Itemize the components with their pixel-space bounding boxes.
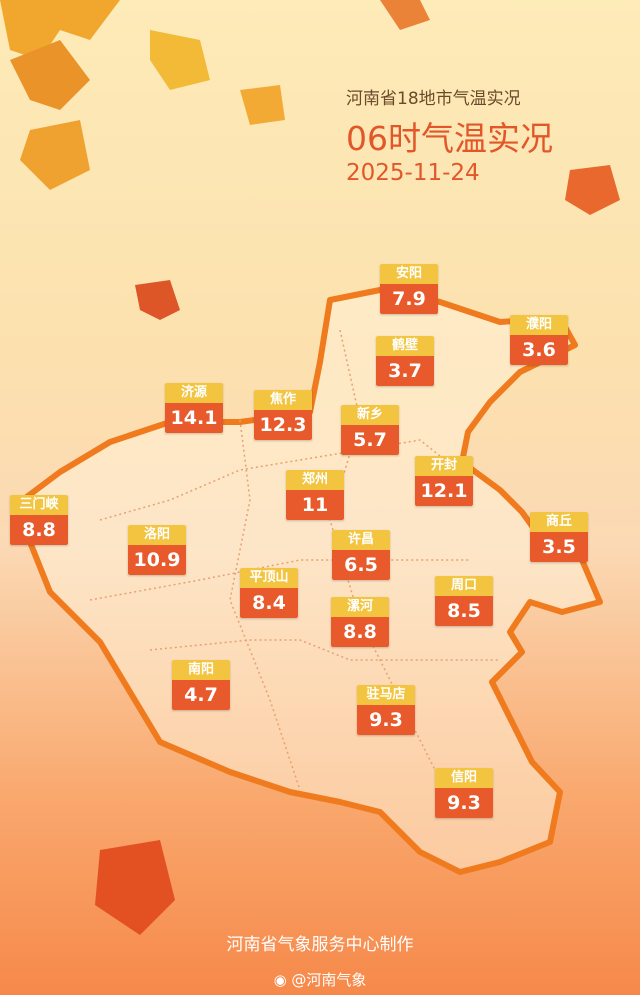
city-temperature: 6.5 <box>332 550 390 580</box>
city-name: 郑州 <box>286 470 344 490</box>
city-label: 商丘 3.5 <box>530 512 588 562</box>
city-temperature: 12.3 <box>254 410 312 440</box>
city-label: 安阳 7.9 <box>380 264 438 314</box>
subtitle: 河南省18地市气温实况 <box>346 89 521 109</box>
city-name: 焦作 <box>254 390 312 410</box>
city-temperature: 8.8 <box>10 515 68 545</box>
city-name: 信阳 <box>435 768 493 788</box>
city-label: 濮阳 3.6 <box>510 315 568 365</box>
city-temperature: 10.9 <box>128 545 186 575</box>
city-temperature: 3.7 <box>376 356 434 386</box>
weibo-icon: ◉ <box>273 971 292 989</box>
city-name: 许昌 <box>332 530 390 550</box>
city-name: 济源 <box>165 383 223 403</box>
city-name: 周口 <box>435 576 493 596</box>
city-temperature: 3.6 <box>510 335 568 365</box>
city-label: 郑州 11 <box>286 470 344 520</box>
city-name: 平顶山 <box>240 568 298 588</box>
city-name: 濮阳 <box>510 315 568 335</box>
city-label: 济源 14.1 <box>165 383 223 433</box>
city-temperature: 9.3 <box>357 705 415 735</box>
city-label: 信阳 9.3 <box>435 768 493 818</box>
city-name: 三门峡 <box>10 495 68 515</box>
city-label: 南阳 4.7 <box>172 660 230 710</box>
henan-province-outline <box>17 287 603 875</box>
city-temperature: 8.5 <box>435 596 493 626</box>
city-temperature: 3.5 <box>530 532 588 562</box>
city-label: 周口 8.5 <box>435 576 493 626</box>
city-name: 漯河 <box>331 597 389 617</box>
city-temperature: 7.9 <box>380 284 438 314</box>
city-label: 焦作 12.3 <box>254 390 312 440</box>
city-temperature: 8.8 <box>331 617 389 647</box>
city-temperature: 12.1 <box>415 476 473 506</box>
city-label: 鹤壁 3.7 <box>376 336 434 386</box>
city-label: 平顶山 8.4 <box>240 568 298 618</box>
city-label: 洛阳 10.9 <box>128 525 186 575</box>
city-label: 开封 12.1 <box>415 456 473 506</box>
city-temperature: 4.7 <box>172 680 230 710</box>
date: 2025-11-24 <box>346 160 480 186</box>
city-name: 安阳 <box>380 264 438 284</box>
city-label: 许昌 6.5 <box>332 530 390 580</box>
city-label: 三门峡 8.8 <box>10 495 68 545</box>
city-temperature: 5.7 <box>341 425 399 455</box>
city-name: 商丘 <box>530 512 588 532</box>
page-title: 06时气温实况 <box>346 119 553 158</box>
city-label: 漯河 8.8 <box>331 597 389 647</box>
city-name: 南阳 <box>172 660 230 680</box>
city-name: 驻马店 <box>357 685 415 705</box>
city-label: 新乡 5.7 <box>341 405 399 455</box>
city-temperature: 8.4 <box>240 588 298 618</box>
city-name: 鹤壁 <box>376 336 434 356</box>
maple-leaf-decor <box>0 0 620 935</box>
city-temperature: 11 <box>286 490 344 520</box>
city-name: 新乡 <box>341 405 399 425</box>
city-name: 洛阳 <box>128 525 186 545</box>
city-name: 开封 <box>415 456 473 476</box>
city-label: 驻马店 9.3 <box>357 685 415 735</box>
weibo-handle[interactable]: ◉ @河南气象 <box>273 971 367 989</box>
credit: 河南省气象服务中心制作 <box>226 935 414 955</box>
city-temperature: 14.1 <box>165 403 223 433</box>
city-temperature: 9.3 <box>435 788 493 818</box>
